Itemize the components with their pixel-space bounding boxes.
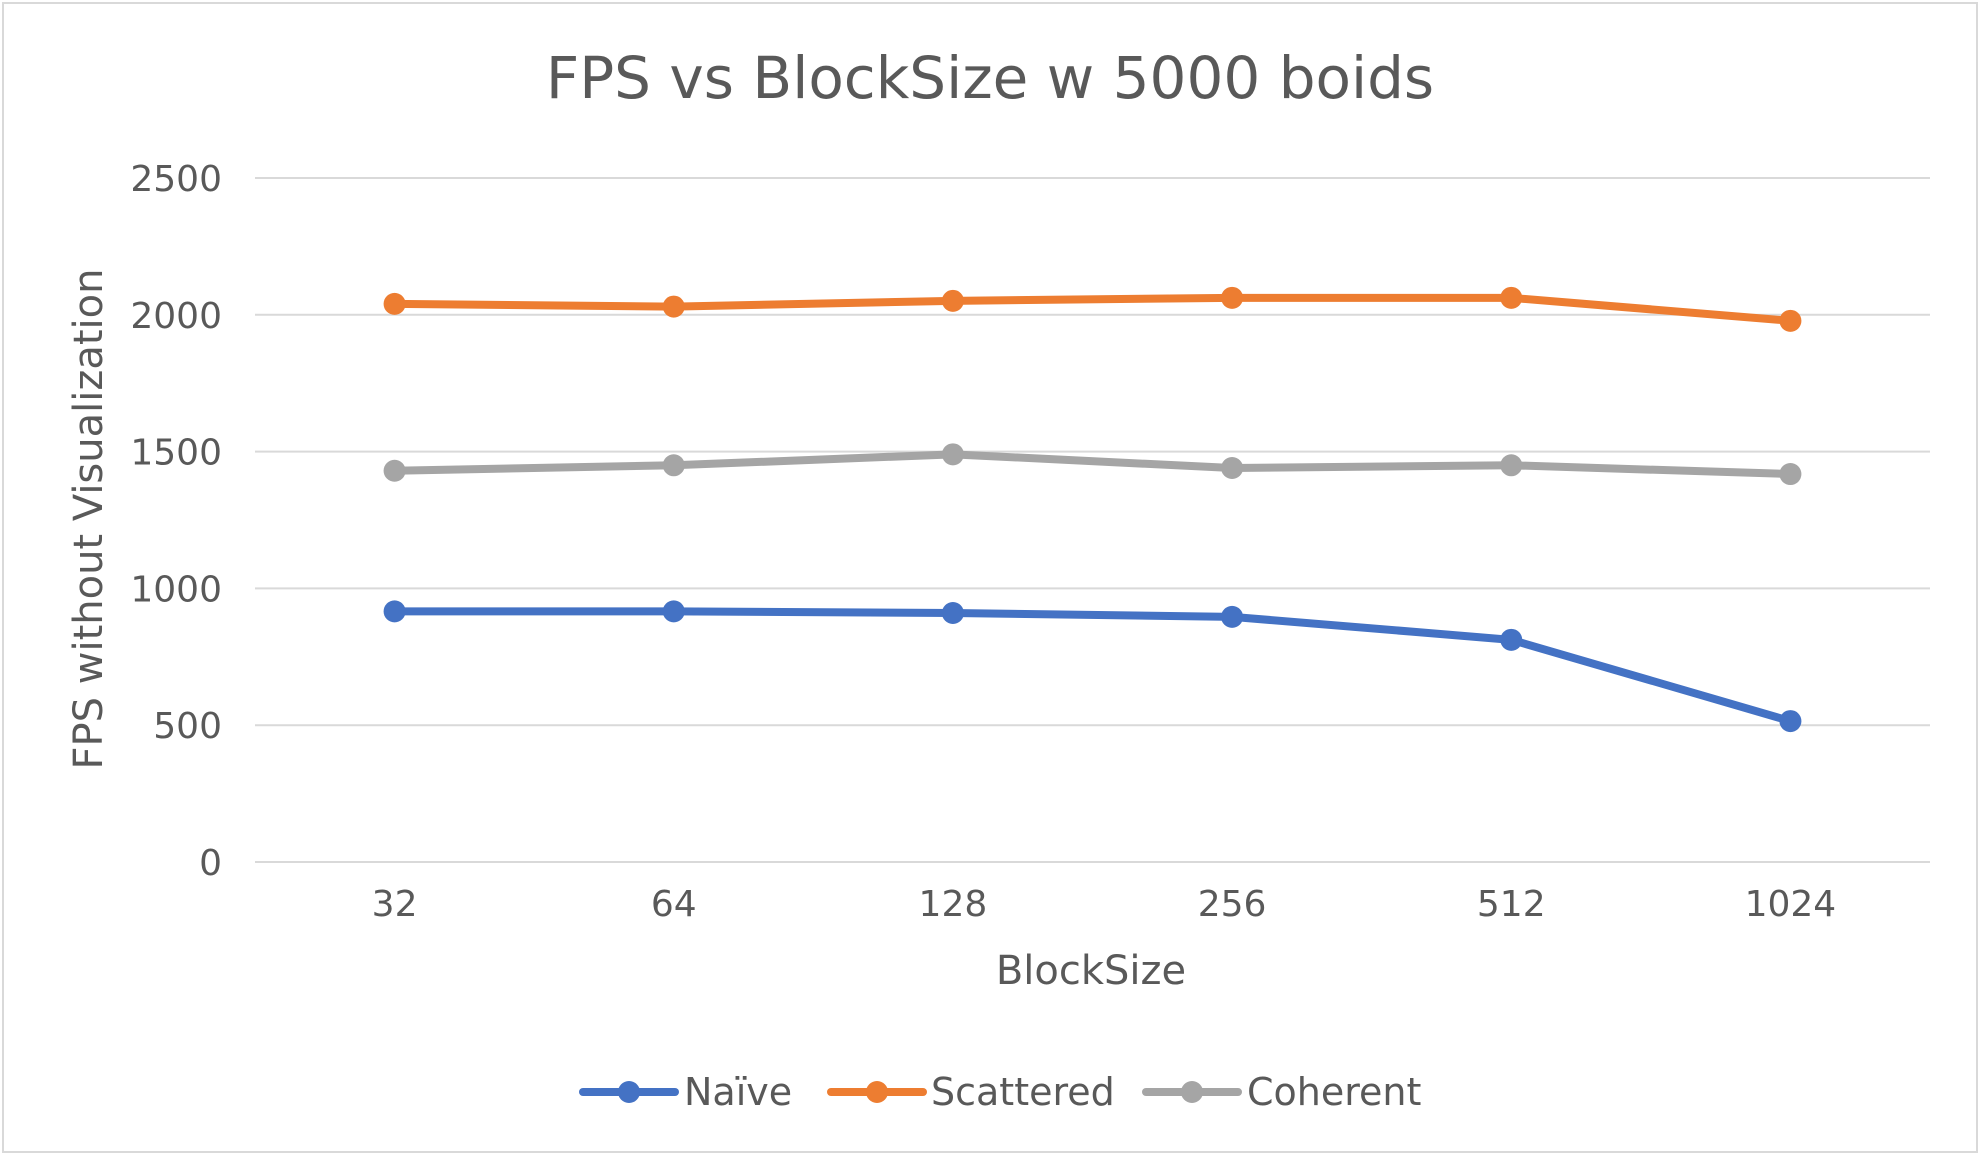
y-tick-label: 2000 [130, 296, 222, 337]
legend-label: Scattered [931, 1070, 1115, 1114]
data-point [383, 459, 406, 482]
data-point [383, 600, 406, 623]
y-tick-label: 1500 [130, 433, 222, 474]
data-point [662, 600, 685, 623]
x-tick-label: 64 [651, 884, 697, 925]
legend-item: Naïve [579, 1070, 792, 1114]
y-tick-label: 1000 [130, 569, 222, 610]
legend-marker [866, 1081, 888, 1103]
y-tick-labels: 0 500 1000 1500 2000 2500 [130, 159, 222, 884]
series-scattered [383, 286, 1802, 332]
data-point [1221, 457, 1244, 480]
y-tick-label: 2500 [130, 159, 222, 200]
y-tick-label: 0 [199, 843, 222, 884]
data-point [941, 289, 964, 312]
series-naïve [383, 600, 1802, 733]
data-point [1779, 710, 1802, 733]
legend-item: Coherent [1142, 1070, 1421, 1114]
data-point [1221, 605, 1244, 628]
data-point [662, 454, 685, 477]
data-point [1779, 463, 1802, 486]
data-point [1500, 628, 1523, 651]
data-point [383, 292, 406, 315]
series-line [390, 293, 1795, 325]
series-lines [383, 286, 1802, 733]
gridlines [255, 177, 1930, 863]
series-line [390, 450, 1795, 479]
series-coherent [383, 443, 1802, 486]
x-tick-labels: 32 64 128 256 512 1024 [372, 884, 1837, 925]
x-tick-label: 128 [919, 884, 988, 925]
x-tick-label: 32 [372, 884, 418, 925]
data-point [1779, 309, 1802, 332]
data-point [1500, 286, 1523, 309]
legend-marker [618, 1081, 640, 1103]
data-point [1221, 286, 1244, 309]
y-axis-title: FPS without Visualization [66, 269, 112, 770]
legend-label: Naïve [684, 1070, 792, 1114]
y-tick-label: 500 [153, 706, 222, 747]
data-point [941, 443, 964, 466]
legend: Naïve Scattered Coherent [579, 1070, 1421, 1114]
data-point [662, 295, 685, 318]
legend-item: Scattered [827, 1070, 1115, 1114]
x-tick-label: 256 [1198, 884, 1267, 925]
series-line [390, 607, 1795, 726]
data-point [941, 602, 964, 625]
x-tick-label: 512 [1477, 884, 1546, 925]
legend-label: Coherent [1247, 1070, 1421, 1114]
x-tick-label: 1024 [1745, 884, 1837, 925]
chart-title: FPS vs BlockSize w 5000 boids [546, 44, 1434, 112]
legend-marker [1181, 1081, 1203, 1103]
x-axis-title: BlockSize [996, 948, 1186, 994]
data-point [1500, 454, 1523, 477]
